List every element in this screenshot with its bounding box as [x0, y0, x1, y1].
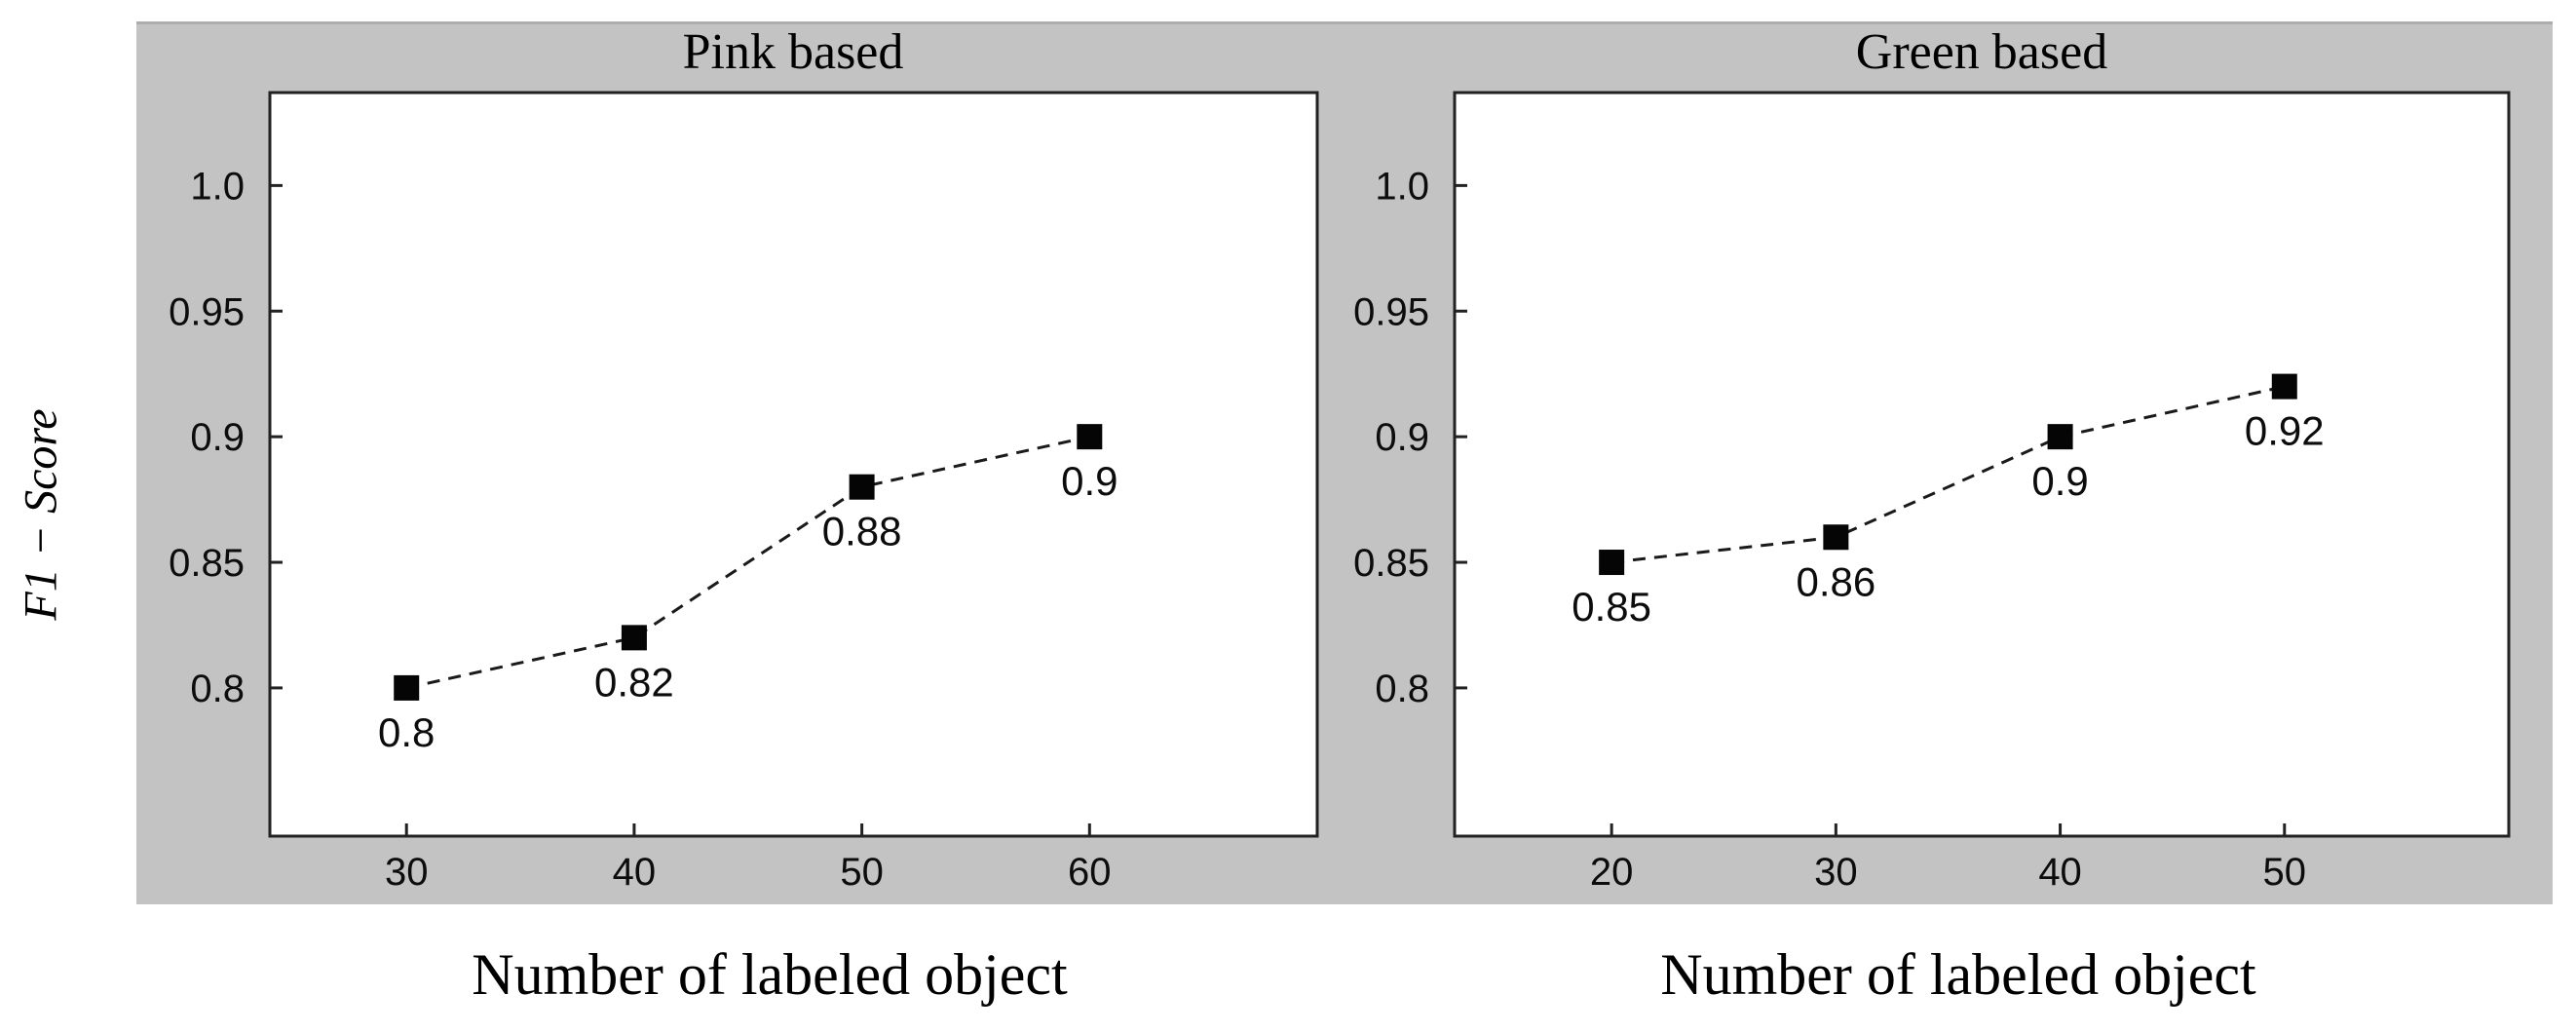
y-axis-label: F1 − Score — [15, 408, 67, 621]
left-chart-title: Pink based — [682, 24, 904, 80]
data-point-label: 0.88 — [822, 509, 902, 554]
data-point-label: 0.8 — [378, 709, 435, 755]
data-point-marker — [1077, 424, 1103, 450]
data-point-label: 0.85 — [1572, 584, 1651, 630]
y-tick-label: 0.95 — [169, 290, 245, 333]
data-point-marker — [621, 625, 647, 651]
right-chart-title: Green based — [1855, 24, 2108, 80]
y-tick-label: 0.9 — [1375, 416, 1429, 459]
x-tick-label: 50 — [2263, 851, 2307, 894]
data-point-marker — [849, 474, 875, 500]
data-point-label: 0.92 — [2245, 408, 2325, 454]
green-series-line — [1610, 385, 2286, 564]
y-tick-label: 0.85 — [1353, 542, 1429, 585]
data-point-marker — [394, 674, 420, 701]
x-tick-label: 30 — [385, 851, 429, 894]
y-tick-label: 0.95 — [1353, 290, 1429, 333]
x-tick-label: 20 — [1590, 851, 1634, 894]
data-point-marker — [2271, 373, 2297, 400]
y-tick-label: 0.8 — [1375, 668, 1429, 710]
y-tick-label: 1.0 — [1375, 165, 1429, 208]
green-subplot: 20 30 40 50 1.0 0.95 0.9 0.85 0.8 0.85 0.86 0.9 0.92 — [1353, 91, 2511, 894]
pink-subplot: 30 40 50 60 1.0 0.95 0.9 0.85 0.8 0.8 0.82 0.88 0.9 — [169, 91, 1319, 894]
y-tick-label: 0.8 — [190, 668, 245, 710]
x-tick-label: 60 — [1068, 851, 1112, 894]
data-point-marker — [1823, 524, 1849, 551]
pink-plot-area — [268, 91, 1319, 838]
x-tick-label: 40 — [613, 851, 657, 894]
data-point-label: 0.9 — [2031, 458, 2088, 504]
y-tick-label: 0.85 — [169, 542, 245, 585]
green-plot-area — [1453, 91, 2511, 838]
y-tick-label: 0.9 — [190, 416, 245, 459]
x-tick-label: 40 — [2038, 851, 2082, 894]
data-point-label: 0.9 — [1061, 458, 1118, 504]
data-point-marker — [1599, 550, 1625, 576]
x-tick-label: 30 — [1814, 851, 1858, 894]
left-x-axis-label: Number of labeled object — [472, 942, 1068, 1007]
right-x-axis-label: Number of labeled object — [1660, 942, 2256, 1007]
pink-series-line — [405, 435, 1090, 690]
data-point-label: 0.82 — [594, 659, 674, 705]
x-tick-label: 50 — [840, 851, 884, 894]
y-tick-label: 1.0 — [190, 165, 245, 208]
data-point-marker — [2047, 424, 2073, 450]
data-point-label: 0.86 — [1796, 558, 1875, 604]
